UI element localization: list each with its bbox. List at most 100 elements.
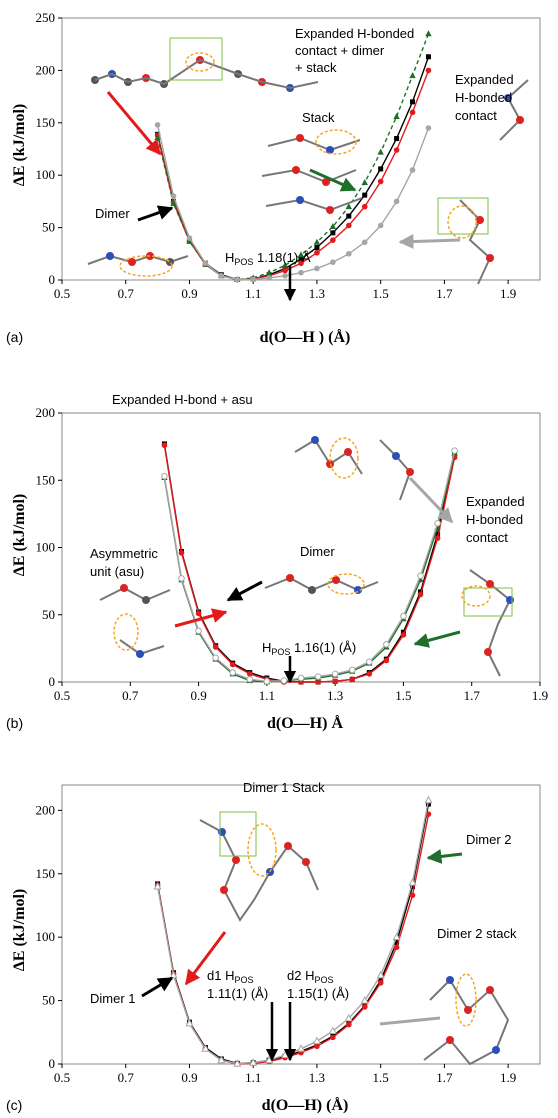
panel-b-annotation: contact	[466, 530, 508, 545]
panel-b-ytick-label: 150	[36, 472, 56, 487]
panel-c-axes-frame	[61, 784, 541, 1065]
panel-a-series-black-point	[346, 213, 352, 219]
panel-b: 0 50 100 150 200 0.5 0.7 0.9 1.1 1.3 1.5 1.7 1.9 ΔE …	[6, 392, 548, 732]
panel-a-ytick-label: 250	[36, 10, 56, 25]
panel-a-hpos: HPOS 1.18(1) Å	[225, 250, 311, 267]
panel-a-series-gray-point	[361, 239, 368, 246]
panel-b-series-gray-point	[331, 670, 339, 678]
panel-a-xtick-label: 1.1	[245, 286, 261, 301]
panel-c-xtick-label: 1.3	[309, 1070, 325, 1085]
panel-b-xtick-label: 1.3	[327, 688, 343, 703]
panel-a-molecule-stack	[261, 129, 363, 214]
panel-b-annotation: Asymmetric	[90, 546, 158, 561]
panel-c-series-gray-point	[360, 996, 369, 1004]
panel-b-label: (b)	[6, 715, 23, 731]
panel-b-xtick-label: 1.7	[464, 688, 481, 703]
panel-c-annotation: Dimer 1 Stack	[243, 780, 325, 795]
panel-b-xtick-label: 0.5	[54, 688, 70, 703]
panel-c-ylabel: ΔE (kJ/mol)	[11, 889, 28, 971]
panel-c-series-black-point	[410, 883, 416, 889]
panel-b-series-red-point	[229, 661, 236, 668]
panel-b-annotation: Expanded H-bond + asu	[112, 392, 253, 407]
panel-b-ytick-label: 0	[49, 674, 56, 689]
panel-c-hpos-d2-value: 1.15(1) (Å)	[287, 986, 349, 1001]
panel-c-series-gray-point	[312, 1036, 321, 1045]
panel-c-series-gray-point	[392, 932, 401, 941]
panel-c-series-red-point	[393, 944, 400, 951]
panel-b-series-red-point	[349, 676, 356, 683]
panel-a-series-gray-point	[425, 125, 432, 131]
panel-a-series-red-point	[298, 260, 304, 267]
panel-a-molecule-expanded	[437, 79, 529, 285]
panel-b-series-gray-point	[212, 654, 219, 662]
panel-b-series-gray-point	[229, 669, 237, 676]
panel-a-series-gray-point	[298, 269, 304, 276]
panel-b-series-red-point	[161, 442, 168, 449]
panel-a-series-gray-point	[409, 167, 416, 173]
panel-b-xtick-label: 0.9	[190, 688, 206, 703]
panel-b-xtick-label: 1.9	[532, 688, 548, 703]
panel-a-ytick-label: 0	[49, 272, 56, 287]
panel-c-arrow	[184, 931, 227, 986]
panel-a-series-green-point	[281, 261, 289, 268]
panel-a-series-gray-point	[234, 276, 241, 283]
panel-b-ytick-label: 100	[36, 540, 56, 555]
panel-c-series-black-point	[394, 939, 400, 945]
panel-b-series-gray-point	[195, 627, 202, 635]
panel-a-xtick-label: 0.7	[118, 286, 135, 301]
panel-b-hpos: HPOS 1.16(1) (Å)	[262, 640, 356, 657]
panel-a-series-green-point	[425, 30, 432, 37]
panel-b-ytick-label: 50	[42, 607, 55, 622]
panel-c-series-gray-point	[201, 1044, 210, 1052]
panel-a-series-green-point	[265, 269, 273, 276]
panel-a-series-black-point	[314, 245, 320, 251]
panel-a-series-red-point	[330, 237, 336, 243]
panel-a-xtick-label: 1.9	[500, 286, 516, 301]
panel-c-series-red-point	[346, 1021, 352, 1028]
panel-a-series-red-point	[361, 203, 368, 210]
panel-b-series-gray-point	[161, 472, 168, 480]
panel-c-ytick-label: 100	[36, 929, 56, 944]
panel-b-arrow	[226, 580, 263, 602]
panel-c-xtick-label: 1.9	[500, 1070, 516, 1085]
panel-c-annotation: Dimer 2 stack	[437, 926, 517, 941]
panel-c-series-gray-point	[169, 970, 178, 979]
panel-c-series-gray-point	[296, 1044, 306, 1052]
panel-b-series-red-point	[366, 671, 373, 677]
panel-c-series-gray-point	[376, 970, 385, 979]
panel-c-series-gray-point	[153, 881, 162, 890]
panel-a-series-gray-point	[186, 235, 193, 241]
panel-a-series-red-point	[346, 222, 352, 229]
panel-c-annotation: Dimer 2	[466, 832, 512, 847]
panel-b-series-gray-point	[451, 447, 458, 454]
panel-c-series-red-point	[314, 1043, 320, 1050]
panel-b-series-gray-point	[400, 612, 407, 620]
panel-a-annotation: H-bonded	[455, 90, 512, 105]
panel-b-series-gray-point	[280, 677, 288, 684]
panel-b-plot: 0 50 100 150 200 0.5 0.7 0.9 1.1 1.3 1.5 1.7 1.9	[36, 405, 549, 703]
panel-b-arrow	[408, 476, 454, 524]
panel-b-series-gray-point	[348, 666, 356, 674]
panel-c-xtick-label: 0.7	[118, 1070, 135, 1085]
panel-c-xtick-label: 1.5	[373, 1070, 389, 1085]
panel-a-series-red-point	[425, 67, 432, 74]
panel-b-arrow	[413, 630, 461, 648]
panel-a-annotation: Dimer	[95, 206, 130, 221]
panel-a-series-red-point	[377, 178, 384, 185]
panel-a-arrow	[137, 205, 174, 222]
panel-a-series-gray-point	[393, 198, 400, 205]
panel-a-annotation: Expanded H-bonded	[295, 26, 414, 41]
panel-a-series-black-point	[410, 99, 416, 105]
panel-b-series-red-point	[332, 678, 338, 685]
panel-a-arrow	[106, 91, 162, 156]
panel-b-series-red-point	[195, 610, 202, 617]
panel-a-series-gray-point	[266, 275, 272, 281]
panel-b-xtick-label: 0.7	[122, 688, 139, 703]
panel-c-series-red-point	[377, 980, 384, 986]
panel-b-series-gray-point	[365, 658, 373, 666]
panel-c-hpos-d2: d2 HPOS	[287, 968, 333, 985]
panel-c-xtick-label: 1.1	[245, 1070, 261, 1085]
panel-a-xtick-label: 1.3	[309, 286, 325, 301]
panel-a-xlabel: d(O—H ) (Å)	[260, 328, 351, 346]
